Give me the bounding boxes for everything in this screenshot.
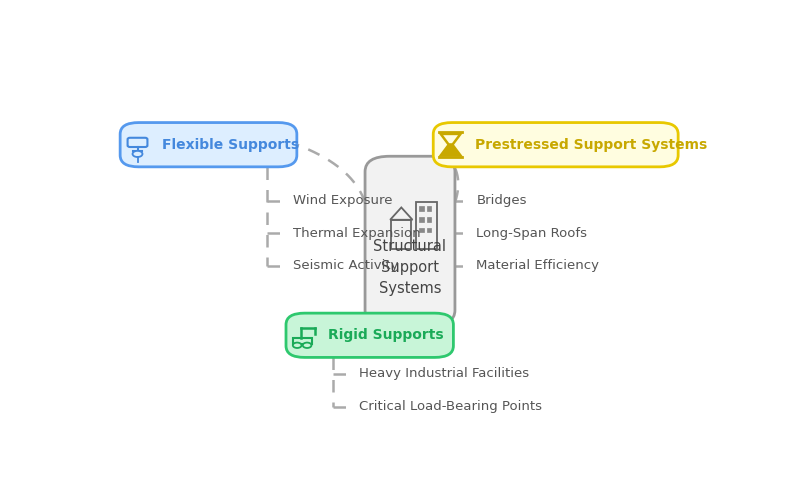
Polygon shape — [441, 144, 461, 156]
Polygon shape — [441, 134, 461, 144]
Text: Flexible Supports: Flexible Supports — [162, 138, 299, 151]
Circle shape — [133, 151, 142, 157]
FancyBboxPatch shape — [294, 338, 312, 344]
Text: Wind Exposure: Wind Exposure — [294, 194, 393, 207]
FancyBboxPatch shape — [120, 122, 297, 167]
Text: Critical Load-Bearing Points: Critical Load-Bearing Points — [358, 400, 542, 413]
FancyBboxPatch shape — [419, 217, 424, 222]
FancyBboxPatch shape — [426, 228, 431, 232]
Text: Seismic Activity: Seismic Activity — [294, 260, 399, 272]
Circle shape — [293, 342, 302, 348]
FancyBboxPatch shape — [426, 217, 431, 222]
Text: Bridges: Bridges — [476, 194, 527, 207]
Text: Material Efficiency: Material Efficiency — [476, 260, 599, 272]
FancyBboxPatch shape — [419, 206, 424, 211]
Text: Structural
Support
Systems: Structural Support Systems — [374, 240, 446, 296]
FancyBboxPatch shape — [127, 138, 147, 147]
FancyBboxPatch shape — [419, 228, 424, 232]
Text: Heavy Industrial Facilities: Heavy Industrial Facilities — [358, 368, 529, 380]
Text: Long-Span Roofs: Long-Span Roofs — [476, 227, 587, 240]
Circle shape — [302, 342, 311, 348]
FancyBboxPatch shape — [286, 313, 454, 358]
Polygon shape — [390, 208, 413, 220]
FancyBboxPatch shape — [416, 202, 437, 248]
Text: Prestressed Support Systems: Prestressed Support Systems — [475, 138, 708, 151]
FancyBboxPatch shape — [365, 156, 455, 326]
FancyBboxPatch shape — [434, 122, 678, 167]
Text: Thermal Expansion: Thermal Expansion — [294, 227, 421, 240]
FancyBboxPatch shape — [391, 220, 411, 248]
FancyBboxPatch shape — [426, 206, 431, 211]
Text: Rigid Supports: Rigid Supports — [328, 328, 444, 342]
